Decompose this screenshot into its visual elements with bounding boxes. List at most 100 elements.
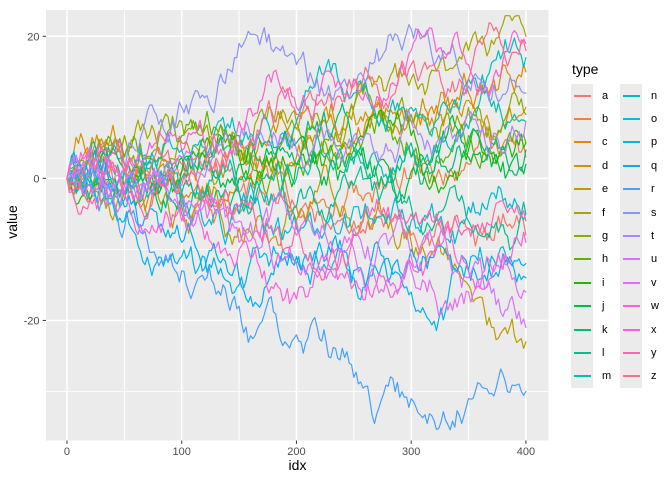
legend-item-r: r [620,177,669,201]
legend-label-n: n [651,89,658,102]
series-line-x [66,27,527,196]
legend-label-j: j [602,300,605,313]
legend-label-p: p [651,136,658,149]
legend-key-line-u [622,258,640,261]
legend-item-n: n [620,84,669,108]
legend-label-z: z [651,370,657,383]
legend-key-line-y [622,351,640,354]
legend-key-a [571,84,593,108]
x-tick-label: 0 [64,446,70,458]
legend-item-w: w [620,294,669,318]
legend-item-h: h [571,247,620,272]
legend-label-g: g [602,230,609,243]
legend-label-s: s [651,206,657,219]
legend-key-line-t [622,235,640,238]
legend-item-m: m [571,364,620,389]
legend-item-b: b [571,107,620,131]
legend-key-d [571,154,593,178]
legend-key-r [620,177,642,201]
legend-key-line-h [573,258,591,261]
legend-key-line-k [573,328,591,331]
series-line-q [66,149,527,308]
legend-key-h [571,247,593,272]
legend-item-l: l [571,341,620,365]
legend-item-f: f [571,200,620,225]
legend-label-b: b [602,113,609,126]
x-tick-label: 200 [287,446,305,458]
legend-key-line-w [622,305,640,308]
legend-label-w: w [651,300,659,313]
legend-label-x: x [651,323,657,336]
legend-label-k: k [602,323,608,336]
series-line-y [66,158,527,281]
legend-label-v: v [651,276,657,289]
legend-item-a: a [571,84,620,108]
legend-key-o [620,107,642,131]
legend-key-x [620,317,642,342]
x-axis-title: idx [288,457,307,473]
legend-item-u: u [620,247,669,272]
legend-key-line-z [622,375,640,378]
legend-item-x: x [620,317,669,342]
y-tick-label: 0 [33,173,39,185]
legend-key-line-l [573,351,591,354]
legend-item-p: p [620,130,669,155]
legend-key-z [620,364,642,389]
legend-key-w [620,294,642,318]
legend-key-n [620,84,642,108]
legend-item-y: y [620,341,669,365]
legend-key-v [620,271,642,295]
legend-item-o: o [620,107,669,131]
legend-key-line-e [573,188,591,191]
series-line-s [66,24,527,195]
legend-label-d: d [602,159,609,172]
legend-key-k [571,317,593,342]
legend-item-g: g [571,224,620,248]
legend-key-u [620,247,642,272]
series-line-n [66,37,527,188]
y-axis-title: value [4,205,20,239]
legend-key-i [571,271,593,295]
legend-key-line-n [622,94,640,97]
legend-key-e [571,177,593,201]
legend-key-j [571,294,593,318]
legend-title: type [572,61,599,77]
legend-item-d: d [571,154,620,178]
legend-key-y [620,341,642,365]
legend-key-line-a [573,94,591,97]
series-line-o [66,161,527,245]
legend-key-line-b [573,118,591,121]
legend-key-line-o [622,118,640,121]
legend-key-line-r [622,188,640,191]
legend-label-i: i [602,276,605,289]
legend-label-l: l [602,346,605,359]
legend-label-c: c [602,136,608,149]
legend-key-q [620,154,642,178]
legend-label-o: o [651,113,658,126]
legend-label-h: h [602,253,609,266]
legend-item-s: s [620,200,669,225]
series-line-t [66,109,527,207]
legend-label-q: q [651,159,658,172]
legend-label-e: e [602,183,609,196]
x-tick-label: 300 [402,446,420,458]
legend-key-t [620,224,642,248]
legend-label-t: t [651,230,655,243]
legend-key-line-v [622,281,640,284]
legend-item-c: c [571,130,620,155]
legend-key-s [620,200,642,225]
legend-label-m: m [602,370,612,383]
legend-key-g [571,224,593,248]
x-tick-label: 100 [173,446,191,458]
legend-key-line-j [573,305,591,308]
y-tick-label: -20 [24,315,40,327]
legend-key-p [620,130,642,155]
legend-item-t: t [620,224,669,248]
legend-key-m [571,364,593,389]
series-line-z [66,22,527,190]
